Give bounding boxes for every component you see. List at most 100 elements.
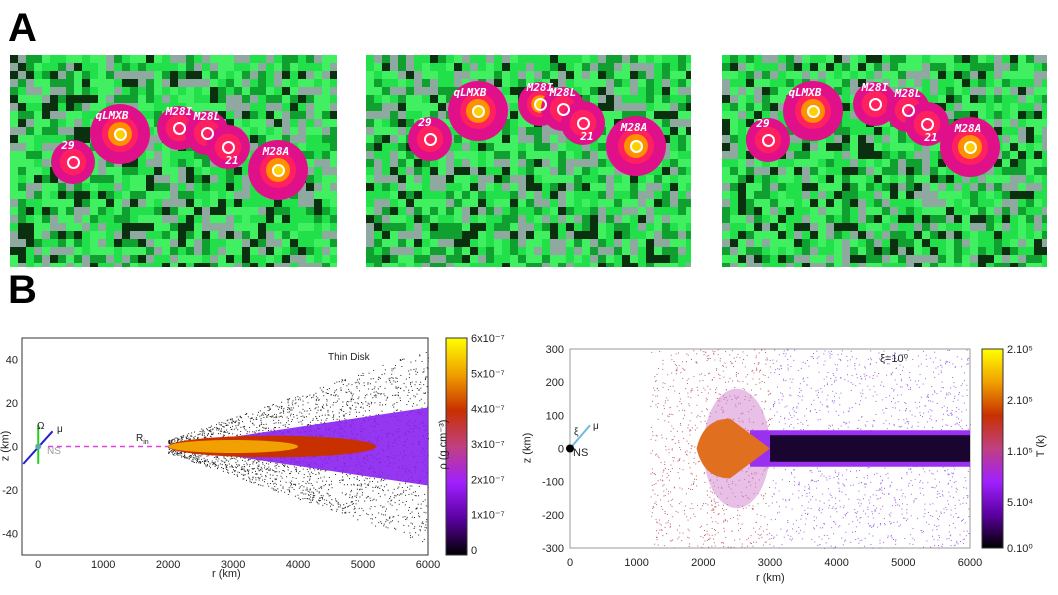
particle [225, 465, 227, 467]
particle [199, 430, 201, 432]
particle [412, 405, 414, 407]
particle [914, 498, 916, 500]
particle [367, 402, 369, 404]
particle [746, 539, 748, 541]
particle [191, 432, 193, 434]
particle [815, 390, 817, 392]
particle [755, 541, 757, 543]
particle [664, 400, 666, 402]
particle [664, 383, 666, 385]
particle [888, 423, 890, 425]
particle [946, 392, 948, 394]
particle [758, 352, 760, 354]
particle [907, 421, 909, 423]
particle [677, 511, 679, 513]
particle [356, 381, 358, 383]
particle [964, 538, 966, 540]
particle [829, 478, 831, 480]
particle [318, 491, 320, 493]
particle [192, 459, 194, 461]
particle [345, 512, 347, 514]
particle [320, 409, 322, 411]
particle [679, 477, 681, 479]
particle [227, 419, 229, 421]
particle [958, 422, 960, 424]
particle [801, 399, 803, 401]
particle [225, 422, 227, 424]
particle [964, 522, 966, 524]
particle [709, 357, 711, 359]
particle [415, 495, 417, 497]
particle [711, 378, 713, 380]
particle [297, 396, 299, 398]
rin-text: R [136, 433, 144, 444]
particle [683, 510, 685, 512]
particle [651, 515, 653, 517]
particle [774, 518, 776, 520]
particle [934, 478, 936, 480]
particle [687, 536, 689, 538]
particle [717, 522, 719, 524]
particle [321, 406, 323, 408]
particle [871, 526, 873, 528]
particle [933, 545, 935, 547]
particle [427, 368, 429, 370]
particle [813, 527, 815, 529]
particle [810, 387, 812, 389]
particle [371, 401, 373, 403]
particle [940, 511, 942, 513]
particle [368, 372, 370, 374]
particle [665, 445, 667, 447]
particle [268, 406, 270, 408]
particle [861, 378, 863, 380]
particle [252, 431, 254, 433]
particle [961, 366, 963, 368]
particle [860, 503, 862, 505]
particle [427, 406, 429, 408]
particle [348, 505, 350, 507]
x-tick-label: 6000 [958, 557, 982, 569]
particle [400, 374, 402, 376]
particle [807, 507, 809, 509]
particle [252, 476, 254, 478]
particle [893, 397, 895, 399]
particle [370, 393, 372, 395]
particle [689, 543, 691, 545]
particle [870, 357, 872, 359]
particle [655, 519, 657, 521]
particle [314, 469, 316, 471]
particle [374, 386, 376, 388]
particle [763, 408, 765, 410]
particle [341, 492, 343, 494]
disk-cold-core [770, 435, 970, 462]
particle [795, 412, 797, 414]
particle [928, 523, 930, 525]
particle [939, 359, 941, 361]
particle [317, 478, 319, 480]
particle [960, 385, 962, 387]
particle [427, 433, 429, 435]
particle [858, 482, 860, 484]
particle [263, 481, 265, 483]
particle [351, 384, 353, 386]
particle [402, 501, 404, 503]
particle [358, 396, 360, 398]
particle [663, 405, 665, 407]
particle [306, 489, 308, 491]
particle [306, 481, 308, 483]
particle [203, 457, 205, 459]
particle [937, 491, 939, 493]
particle [821, 473, 823, 475]
particle [863, 510, 865, 512]
particle [273, 413, 275, 415]
particle [209, 463, 211, 465]
particle [658, 457, 660, 459]
particle [223, 457, 225, 459]
particle [308, 482, 310, 484]
particle [399, 359, 401, 361]
particle [829, 504, 831, 506]
particle [271, 487, 273, 489]
particle [804, 415, 806, 417]
particle [248, 472, 250, 474]
neutron-star [566, 444, 574, 453]
